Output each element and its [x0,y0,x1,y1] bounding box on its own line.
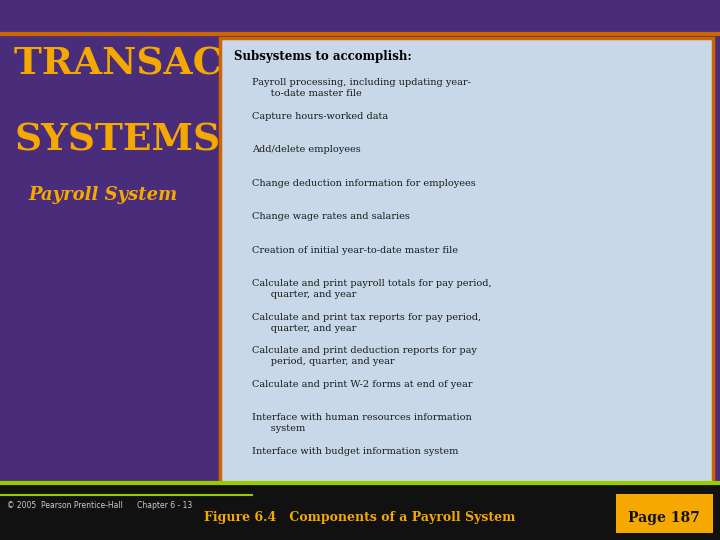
FancyBboxPatch shape [220,38,713,483]
Text: Payroll processing, including updating year-
      to-date master file: Payroll processing, including updating y… [252,78,471,98]
Text: Calculate and print W-2 forms at end of year: Calculate and print W-2 forms at end of … [252,380,472,389]
Text: TRANSACTION PROCESSING: TRANSACTION PROCESSING [14,46,636,83]
Bar [0,483,720,540]
Text: Figure 6.4   Components of a Payroll System: Figure 6.4 Components of a Payroll Syste… [204,511,516,524]
Text: Creation of initial year-to-date master file: Creation of initial year-to-date master … [252,246,458,255]
Text: Calculate and print deduction reports for pay
      period, quarter, and year: Calculate and print deduction reports fo… [252,346,477,366]
FancyBboxPatch shape [616,494,713,533]
Text: Subsystems to accomplish:: Subsystems to accomplish: [234,50,412,63]
Text: © 2005  Pearson Prentice-Hall      Chapter 6 - 13: © 2005 Pearson Prentice-Hall Chapter 6 -… [7,501,192,510]
Text: Calculate and print tax reports for pay period,
      quarter, and year: Calculate and print tax reports for pay … [252,313,481,333]
Text: Add/delete employees: Add/delete employees [252,145,361,154]
Text: Payroll System: Payroll System [29,186,178,204]
Text: Interface with human resources information
      system: Interface with human resources informati… [252,413,472,433]
Text: Calculate and print payroll totals for pay period,
      quarter, and year: Calculate and print payroll totals for p… [252,279,492,299]
Text: Page 187: Page 187 [628,511,700,525]
Text: Capture hours-worked data: Capture hours-worked data [252,112,388,121]
Text: Change deduction information for employees: Change deduction information for employe… [252,179,476,188]
Text: SYSTEMS: SYSTEMS [14,122,220,159]
Text: Change wage rates and salaries: Change wage rates and salaries [252,212,410,221]
Text: Interface with budget information system: Interface with budget information system [252,447,459,456]
